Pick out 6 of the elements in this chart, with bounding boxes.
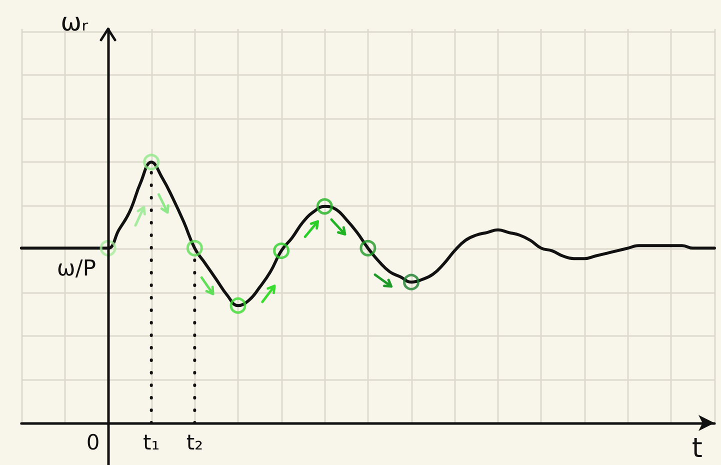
x-tick-label: t₂ <box>186 430 204 454</box>
x-tick-label: t₁ <box>143 430 160 454</box>
x-tick-label: 0 <box>86 430 100 454</box>
text: ωᵣ <box>60 8 89 36</box>
annotation: ω/P <box>56 256 96 282</box>
x-axis-title: t <box>692 433 702 464</box>
